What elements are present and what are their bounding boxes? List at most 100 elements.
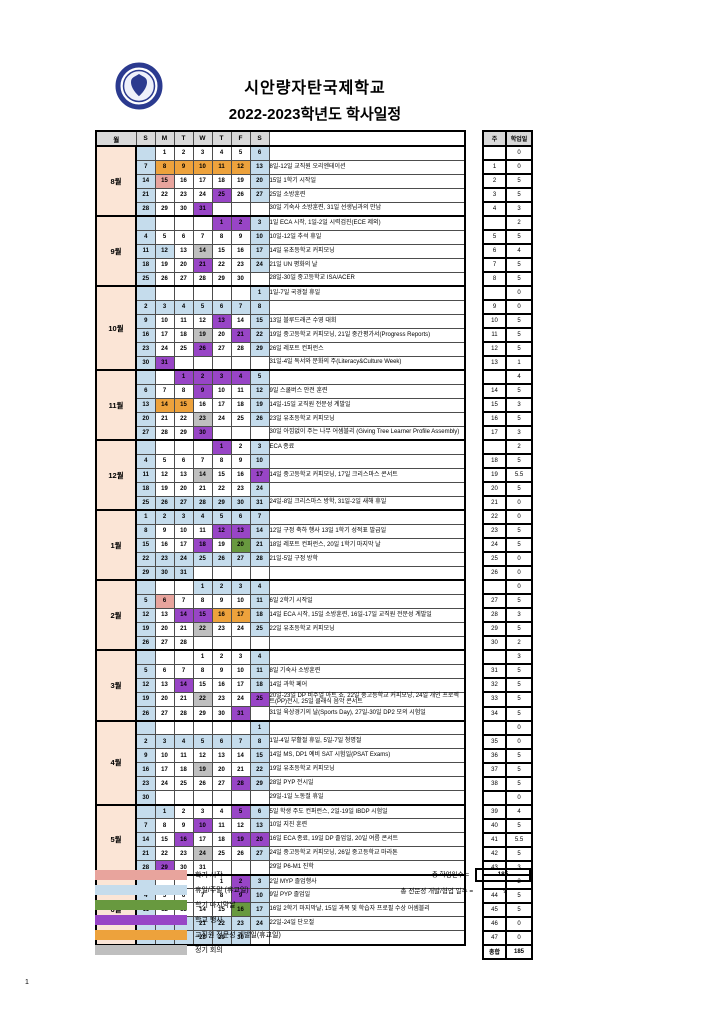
spacer [465, 482, 483, 496]
school-days-count: 5 [505, 313, 533, 329]
day-cell: 13 [211, 313, 232, 329]
school-days-count: 5 [505, 845, 533, 862]
legend-label: 교직원 전문성 계발일(휴교일) [195, 932, 281, 939]
total-row: 총합 185 [96, 943, 533, 960]
day-cell [154, 215, 175, 231]
week-number: 33 [482, 691, 507, 708]
day-cell: 14 [135, 173, 156, 189]
event-note: 31일-4일 독서와 문화의 주(Literacy&Culture Week) [268, 355, 466, 371]
day-cell: 13 [154, 677, 175, 693]
day-cell: 5 [135, 663, 156, 679]
calendar-week-row: 30 29일-1일 노동절 휴일 0 [96, 789, 533, 806]
day-cell: 12 [154, 243, 175, 259]
school-days-count: 5 [505, 229, 533, 245]
day-cell: 1 [154, 145, 175, 161]
day-of-week-header: S [249, 130, 270, 147]
month-label: 8월 [95, 145, 137, 217]
day-cell [154, 790, 175, 806]
event-note: 26일 레포트 컨퍼런스 [268, 341, 466, 357]
week-number: 41 [482, 831, 507, 848]
spacer [465, 356, 483, 370]
day-cell: 9 [173, 818, 194, 834]
day-cell: 19 [192, 762, 213, 778]
day-cell: 13 [211, 748, 232, 764]
event-note: 18일 레포트 컨퍼런스, 20일 1학기 마지막 날 [268, 537, 466, 553]
school-days-count: 5 [505, 775, 533, 792]
total-school-days-value: 185 [475, 868, 531, 882]
day-cell: 24 [173, 551, 194, 567]
day-cell: 20 [173, 481, 194, 497]
table-header-row: 월 S M T W T F S 주 학업일 [95, 130, 533, 147]
day-cell: 24 [211, 411, 232, 427]
day-cell: 23 [135, 341, 156, 357]
day-cell [192, 439, 213, 455]
day-cell: 24 [154, 776, 175, 792]
week-number: 14 [482, 383, 507, 399]
school-days-count: 0 [505, 145, 533, 161]
day-cell: 27 [211, 776, 232, 792]
day-cell: 14 [249, 523, 270, 539]
week-number: 17 [482, 425, 507, 441]
day-cell: 21 [192, 481, 213, 497]
day-cell: 21 [249, 537, 270, 553]
day-cell: 7 [173, 593, 194, 609]
event-note: 9일 PYP 졸업일 [268, 888, 466, 904]
day-cell: 13 [135, 397, 156, 413]
day-cell [192, 285, 213, 301]
day-cell: 24 [192, 187, 213, 203]
calendar-week-row: 22 23 24 25 26 27 28 21일-5일 구정 방학 25 0 [96, 551, 533, 567]
spacer [465, 707, 483, 721]
day-cell: 26 [135, 635, 156, 651]
day-cell: 9 [230, 888, 251, 904]
day-cell: 7 [192, 453, 213, 469]
day-cell: 16 [211, 677, 232, 693]
day-cell: 24 [192, 846, 213, 862]
spacer [465, 791, 483, 805]
week-number: 5 [482, 229, 507, 245]
day-cell [211, 425, 232, 441]
day-cell [192, 790, 213, 806]
spacer [465, 608, 483, 622]
day-cell: 30 [211, 706, 232, 722]
event-note: 29일 P6-M1 진학 [268, 860, 466, 876]
day-cell: 4 [173, 734, 194, 750]
event-note [268, 453, 466, 469]
school-days-count: 0 [505, 915, 533, 932]
event-note: 28일 PYP 전시일 [268, 776, 466, 792]
spacer [465, 300, 483, 314]
event-note: 30일 아낌없이 주는 나무 어셈블리 (Giving Tree Learner… [268, 425, 466, 441]
week-number: 15 [482, 397, 507, 413]
day-cell [154, 579, 175, 595]
spacer [465, 580, 483, 594]
day-cell: 17 [154, 762, 175, 778]
day-cell: 17 [230, 607, 251, 623]
day-cell: 23 [230, 481, 251, 497]
day-cell: 3 [230, 649, 251, 665]
day-cell: 19 [249, 397, 270, 413]
day-cell [211, 285, 232, 301]
day-cell: 1 [211, 439, 232, 455]
event-note: 1일 ECA 시작, 1일-2일 시력검진(ECE 제외) [268, 215, 466, 231]
calendar-week-row: 8월 1 2 3 4 5 6 0 [95, 145, 533, 217]
calendar-week-row: 21 22 23 24 25 26 27 24일 중고등학교 커피모닝, 26일 중고등학교 … [96, 845, 533, 862]
event-note: 14일-15일 교직원 전문성 계발일 [268, 397, 466, 413]
spacer [465, 342, 483, 356]
spacer [465, 174, 483, 188]
week-number: 2 [482, 173, 507, 189]
school-days-count: 5 [505, 173, 533, 189]
legend-item: 정기 회의 [95, 945, 281, 955]
day-of-week-header: F [230, 130, 251, 147]
event-note [268, 509, 466, 525]
day-cell [211, 719, 232, 736]
day-cell [249, 565, 270, 581]
week-number: 28 [482, 607, 507, 623]
day-cell: 1 [192, 579, 213, 595]
day-cell [154, 439, 175, 455]
day-cell: 3 [154, 734, 175, 750]
day-cell: 28 [135, 201, 156, 217]
day-cell: 17 [249, 243, 270, 259]
day-cell [173, 649, 194, 665]
day-cell: 24 [249, 481, 270, 497]
